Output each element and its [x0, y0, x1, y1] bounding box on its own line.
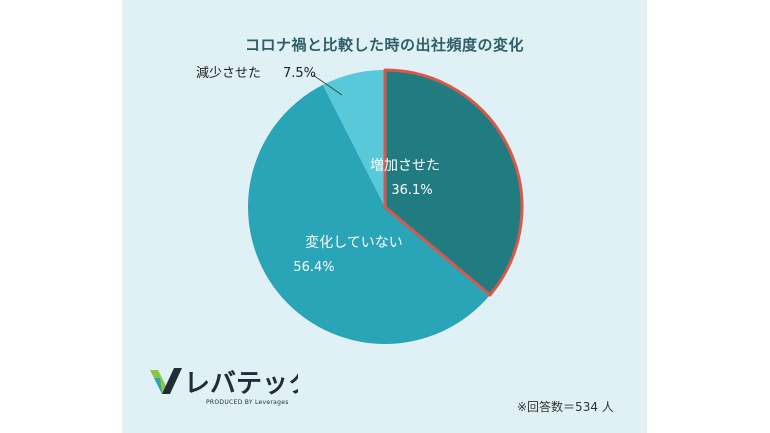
- slice-label-decrease: 減少させた: [196, 65, 261, 81]
- leader-line: [312, 74, 343, 96]
- slice-pct-increase: 36.1%: [391, 183, 432, 198]
- chart-panel: コロナ禍と比較した時の出社頻度の変化 増加させた 36.1% 変化していない 5…: [122, 0, 647, 433]
- logo-tagline: PRODUCED BY Leverages: [206, 399, 289, 406]
- slice-pct-no-change: 56.4%: [293, 260, 334, 275]
- levtech-logo: レバテック PRODUCED BY Leverages: [150, 368, 298, 406]
- slice-label-no-change: 変化していない: [305, 234, 403, 251]
- pie-slice-decrease: [322, 70, 385, 207]
- response-count-note: ※回答数＝534 人: [517, 400, 614, 414]
- chart-title: コロナ禍と比較した時の出社頻度の変化: [244, 36, 524, 54]
- pie-slice-no-change: [247, 84, 491, 345]
- logo-name: レバテック: [184, 369, 298, 399]
- slice-pct-decrease: 7.5%: [283, 66, 316, 81]
- slice-label-increase: 増加させた: [370, 158, 440, 174]
- pie-chart: 増加させた 36.1% 変化していない 56.4% 減少させた 7.5%: [196, 65, 524, 345]
- logo-mark-icon: [150, 368, 182, 394]
- pie-slice-increase: [383, 68, 524, 297]
